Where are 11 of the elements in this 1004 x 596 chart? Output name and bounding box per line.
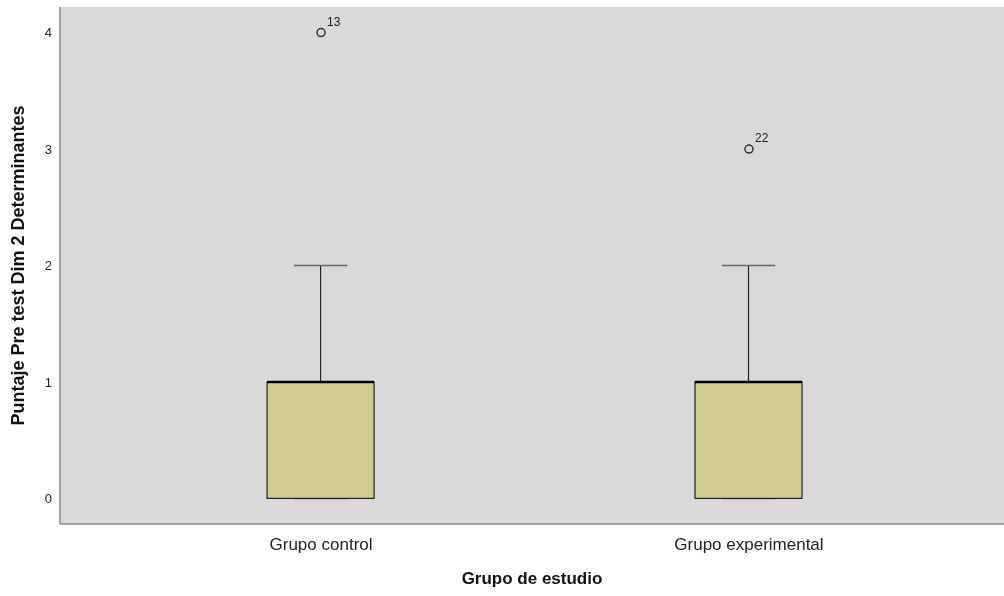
y-tick-label: 1 [44, 374, 52, 390]
y-tick-label: 4 [44, 25, 52, 41]
y-tick-label: 0 [44, 491, 52, 506]
x-tick-label: Grupo experimental [674, 535, 824, 555]
x-axis-title: Grupo de estudio [461, 569, 603, 588]
y-tick-label: 3 [44, 141, 52, 157]
annotation: 13 [327, 14, 341, 29]
annotation: 22 [754, 131, 769, 146]
y-axis-title: Puntaje Pre test Dim 2 Determinantes [8, 105, 28, 426]
x-tick-label: Grupo control [269, 535, 373, 555]
y-tick-label: 2 [44, 258, 52, 274]
